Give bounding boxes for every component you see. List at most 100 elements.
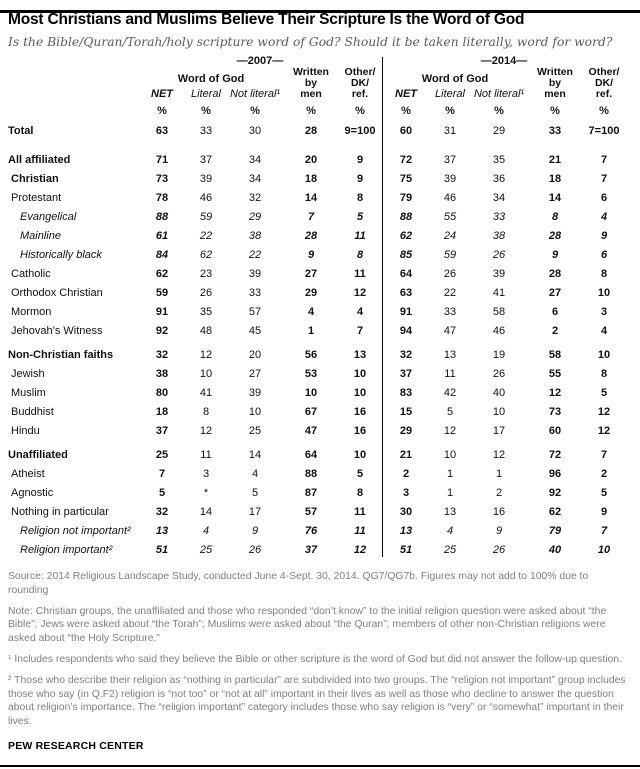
row-label: Jehovah’s Witness bbox=[11, 324, 103, 337]
table-cell: 40 bbox=[492, 386, 506, 399]
table-cell: 57 bbox=[248, 305, 262, 318]
label-spacer bbox=[8, 55, 138, 67]
methodology-note: Note: Christian groups, the unaffiliated… bbox=[8, 605, 607, 645]
table-cell: 4 bbox=[600, 324, 608, 337]
row-label: Protestant bbox=[11, 191, 62, 204]
table-cell: 14 bbox=[548, 191, 562, 204]
table-cell: 12 bbox=[548, 386, 562, 399]
row-label: Agnostic bbox=[11, 486, 54, 499]
word-of-god-columns: NET Literal Not literal¹ bbox=[138, 88, 284, 100]
row-label: Religion not important² bbox=[20, 524, 131, 537]
table-cell: 34 bbox=[248, 172, 262, 185]
table-cell: 22 bbox=[199, 229, 213, 242]
table-cell: 37 bbox=[155, 424, 169, 437]
table-cell: 91 bbox=[155, 305, 169, 318]
table-cell: 79 bbox=[548, 524, 562, 537]
percent-sign: % bbox=[445, 105, 455, 117]
footer-notes: Source: 2014 Religious Landscape Study, … bbox=[8, 570, 630, 754]
table-row: Mainline 61 22 38 28 11 62 24 38 28 9 bbox=[8, 226, 630, 245]
table-cell: 42 bbox=[443, 386, 457, 399]
table-cell: 5 bbox=[446, 405, 454, 418]
table-cell: 51 bbox=[399, 543, 413, 556]
table-cell: 2 bbox=[551, 324, 559, 337]
table-cell: 26 bbox=[492, 248, 506, 261]
table-cell: 38 bbox=[248, 229, 262, 242]
table-cell: 5 bbox=[251, 486, 259, 499]
table-cell: 4 bbox=[307, 305, 315, 318]
other-dk-ref-column-header: Other/ DK/ ref. bbox=[344, 66, 376, 100]
table-cell: 56 bbox=[304, 348, 318, 361]
table-cell: 41 bbox=[492, 286, 506, 299]
table-row: Jehovah’s Witness 92 48 45 1 7 94 47 46 2 4 bbox=[8, 321, 630, 340]
table-cell: 59 bbox=[155, 286, 169, 299]
table-row: Agnostic 5 * 5 87 8 3 1 2 92 5 bbox=[8, 483, 630, 502]
table-cell: 37 bbox=[443, 153, 457, 166]
table-cell: 62 bbox=[155, 267, 169, 280]
table-cell: 63 bbox=[155, 124, 169, 137]
other-dk-ref-column-header: Other/ DK/ ref. bbox=[588, 66, 620, 100]
table-cell: 18 bbox=[548, 172, 562, 185]
table-cell: 64 bbox=[399, 267, 413, 280]
row-label: Historically black bbox=[20, 248, 102, 261]
table-cell: 9=100 bbox=[344, 124, 376, 137]
not-literal-column-header: Not literal¹ bbox=[229, 88, 281, 100]
row-label: Buddhist bbox=[11, 405, 54, 418]
table-cell: 55 bbox=[548, 367, 562, 380]
word-of-god-label: Word of God bbox=[421, 73, 489, 85]
table-cell: 8 bbox=[356, 248, 364, 261]
table-row: Total 63 33 30 28 9=100 60 31 29 33 7=100 bbox=[8, 121, 630, 140]
table-cell: 39 bbox=[199, 172, 213, 185]
table-cell: 11 bbox=[444, 367, 456, 380]
table-cell: 17 bbox=[492, 424, 506, 437]
table-cell: 4 bbox=[202, 524, 210, 537]
table-cell: 17 bbox=[248, 505, 262, 518]
subtitle: Is the Bible/Quran/Torah/holy scripture … bbox=[8, 35, 613, 49]
table-cell: 80 bbox=[155, 386, 169, 399]
table-cell: 13 bbox=[443, 505, 457, 518]
table-cell: 25 bbox=[248, 424, 262, 437]
literal-column-header: Literal bbox=[191, 88, 221, 100]
table-cell: 6 bbox=[600, 191, 608, 204]
table-cell: 7 bbox=[307, 210, 315, 223]
table-cell: 14 bbox=[248, 448, 262, 461]
table-cell: 1 bbox=[495, 467, 503, 480]
table-cell: 33 bbox=[548, 124, 562, 137]
table-cell: 4 bbox=[446, 524, 454, 537]
table-cell: 33 bbox=[443, 305, 457, 318]
table-cell: 92 bbox=[155, 324, 169, 337]
table-cell: 32 bbox=[399, 348, 413, 361]
table-cell: 28 bbox=[548, 267, 562, 280]
table-row: Nothing in particular 32 14 17 57 11 30 13 16 62 9 bbox=[8, 502, 630, 521]
row-label: Jewish bbox=[11, 367, 45, 380]
table-cell: 4 bbox=[356, 305, 364, 318]
table-cell: 8 bbox=[202, 405, 210, 418]
row-label: Mainline bbox=[20, 229, 61, 242]
table-cell: 26 bbox=[492, 543, 506, 556]
table-cell: 4 bbox=[251, 467, 259, 480]
table-cell: 9 bbox=[251, 524, 259, 537]
table-cell: 18 bbox=[155, 405, 169, 418]
table-cell: 59 bbox=[443, 248, 457, 261]
table-cell: 10 bbox=[597, 286, 611, 299]
table-cell: 12 bbox=[492, 448, 506, 461]
table-cell: 46 bbox=[199, 191, 213, 204]
table-cell: 6 bbox=[551, 305, 559, 318]
table-cell: 9 bbox=[356, 153, 364, 166]
table-cell: 16 bbox=[353, 405, 367, 418]
percent-sign: % bbox=[401, 105, 411, 117]
row-label: Unaffiliated bbox=[8, 448, 68, 461]
table-cell: 10 bbox=[597, 348, 611, 361]
table-cell: 7 bbox=[600, 524, 608, 537]
written-by-men-column-header: Written by men bbox=[293, 66, 329, 100]
table-cell: 1 bbox=[307, 324, 315, 337]
table-row: Atheist 7 3 4 88 5 2 1 1 96 2 bbox=[8, 464, 630, 483]
footnote-2: ² Those who describe their religion as “… bbox=[8, 674, 626, 728]
source-note: Source: 2014 Religious Landscape Study, … bbox=[8, 571, 589, 596]
table-cell: 26 bbox=[199, 286, 213, 299]
row-label: Orthodox Christian bbox=[11, 286, 103, 299]
table-cell: 30 bbox=[399, 505, 413, 518]
table-cell: 8 bbox=[356, 486, 364, 499]
table-cell: 9 bbox=[356, 172, 364, 185]
table-cell: 12 bbox=[597, 424, 611, 437]
table-cell: 12 bbox=[353, 543, 367, 556]
